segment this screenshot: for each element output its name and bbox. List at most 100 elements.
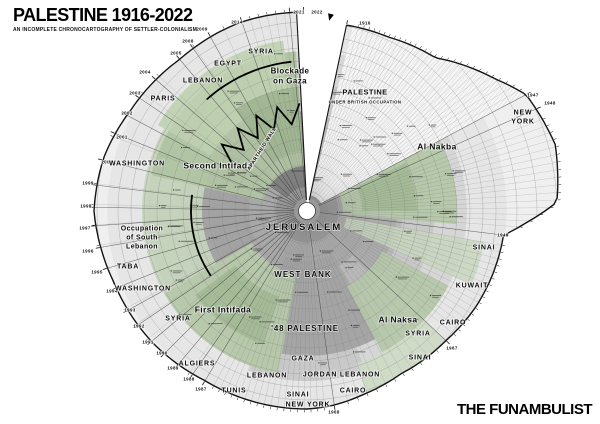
year-label: 1948 (544, 101, 556, 106)
radial-gridline (258, 17, 305, 199)
event-dot (406, 125, 409, 127)
year-divider (137, 218, 297, 326)
event-label: UNDER BRITISH OCCUPATION (329, 100, 402, 105)
minor-tick (414, 43, 417, 46)
radial-gridline (317, 217, 472, 314)
year-label: 1998 (80, 204, 92, 209)
year-divider (192, 48, 300, 201)
minor-tick (110, 135, 113, 137)
event-dot (279, 92, 281, 95)
event-dot (234, 186, 237, 188)
place-label: SYRIA (405, 331, 430, 338)
minor-tick (367, 393, 369, 397)
year-divider (192, 221, 300, 375)
year-label: 1967 (446, 346, 458, 351)
radial-gridline (194, 47, 300, 201)
radial-gridline (319, 132, 550, 208)
year-divider (318, 108, 537, 206)
event-label: Lebanon (126, 244, 158, 251)
place-label: TUNIS (222, 388, 247, 395)
place-label: SINAI (409, 355, 432, 362)
event-dot (359, 139, 362, 141)
year-label: 2005 (170, 51, 182, 56)
event-dot (290, 258, 293, 260)
event-dot (387, 153, 389, 155)
minor-tick (243, 399, 245, 403)
year-tick (98, 158, 103, 161)
year-divider (241, 21, 304, 199)
radial-gridline (318, 216, 479, 303)
minor-tick (383, 31, 386, 35)
page-subtitle: AN INCOMPLETE CHRONOCARTOGRAPHY OF SETTL… (13, 27, 197, 33)
year-label: 1993 (124, 308, 136, 313)
event-label: Al Naksa (378, 315, 417, 325)
radial-gridline (307, 223, 318, 408)
minor-tick (376, 389, 378, 392)
radial-gridline (319, 213, 499, 259)
radial-gridline (232, 222, 303, 395)
radial-gridline (284, 13, 306, 199)
minor-tick (467, 319, 470, 321)
green-sector (195, 265, 280, 345)
ring-gridline (96, 12, 518, 410)
year-tick (239, 17, 242, 22)
event-dot (259, 321, 261, 323)
year-label: 2022 (311, 10, 323, 15)
radial-gridline (307, 223, 325, 407)
place-label: LEBANON (340, 372, 380, 379)
minor-tick (224, 392, 226, 395)
year-tick (133, 325, 138, 329)
place-label: EGYPT (214, 61, 242, 68)
event-dot (233, 102, 236, 104)
event-dot (350, 230, 352, 232)
radial-gridline (264, 223, 305, 405)
year-divider (107, 214, 295, 269)
event-label: on Gaza (273, 77, 307, 86)
event-dot (352, 351, 355, 353)
place-label: SINAI (473, 245, 496, 252)
year-label: 1995 (91, 270, 103, 275)
event-label: PALESTINE (342, 88, 387, 97)
place-label: LEBANON (247, 373, 287, 380)
minor-tick (500, 251, 504, 253)
radial-gridline (315, 56, 435, 202)
radial-gridline (309, 223, 348, 401)
radial-gridline (314, 221, 421, 363)
radial-gridline (319, 211, 540, 215)
radial-gridline (318, 216, 483, 297)
radial-gridline (316, 70, 479, 203)
spiral-outline (93, 11, 559, 410)
year-tick (536, 106, 541, 109)
radial-gridline (313, 42, 405, 200)
event-dot (223, 174, 225, 176)
radial-gridline (319, 211, 520, 228)
event-dot (340, 173, 343, 175)
event-dot (255, 342, 257, 344)
minor-tick (471, 313, 475, 316)
radial-gridline (317, 73, 486, 204)
year-label: 1989 (167, 366, 179, 371)
green-sector (346, 250, 449, 353)
radial-gridline (314, 48, 420, 201)
minor-tick (133, 323, 137, 326)
minor-tick (257, 13, 259, 17)
event-dot (170, 270, 172, 272)
green-sector (235, 87, 303, 162)
radial-gridline (317, 83, 506, 205)
event-dot (430, 200, 433, 203)
minor-tick (550, 131, 554, 133)
radial-gridline (310, 28, 364, 199)
year-divider (139, 97, 297, 204)
event-dot (444, 172, 447, 175)
event-dot (373, 136, 375, 138)
event-dot (275, 299, 277, 301)
event-dot (272, 197, 274, 199)
radial-gridline (315, 58, 441, 202)
radial-gridline (319, 199, 558, 211)
year-tick (151, 76, 156, 80)
event-dot (359, 145, 361, 147)
year-tick (123, 310, 128, 313)
event-dot (311, 177, 314, 179)
radial-gridline (307, 223, 312, 409)
radial-gridline (319, 146, 556, 208)
